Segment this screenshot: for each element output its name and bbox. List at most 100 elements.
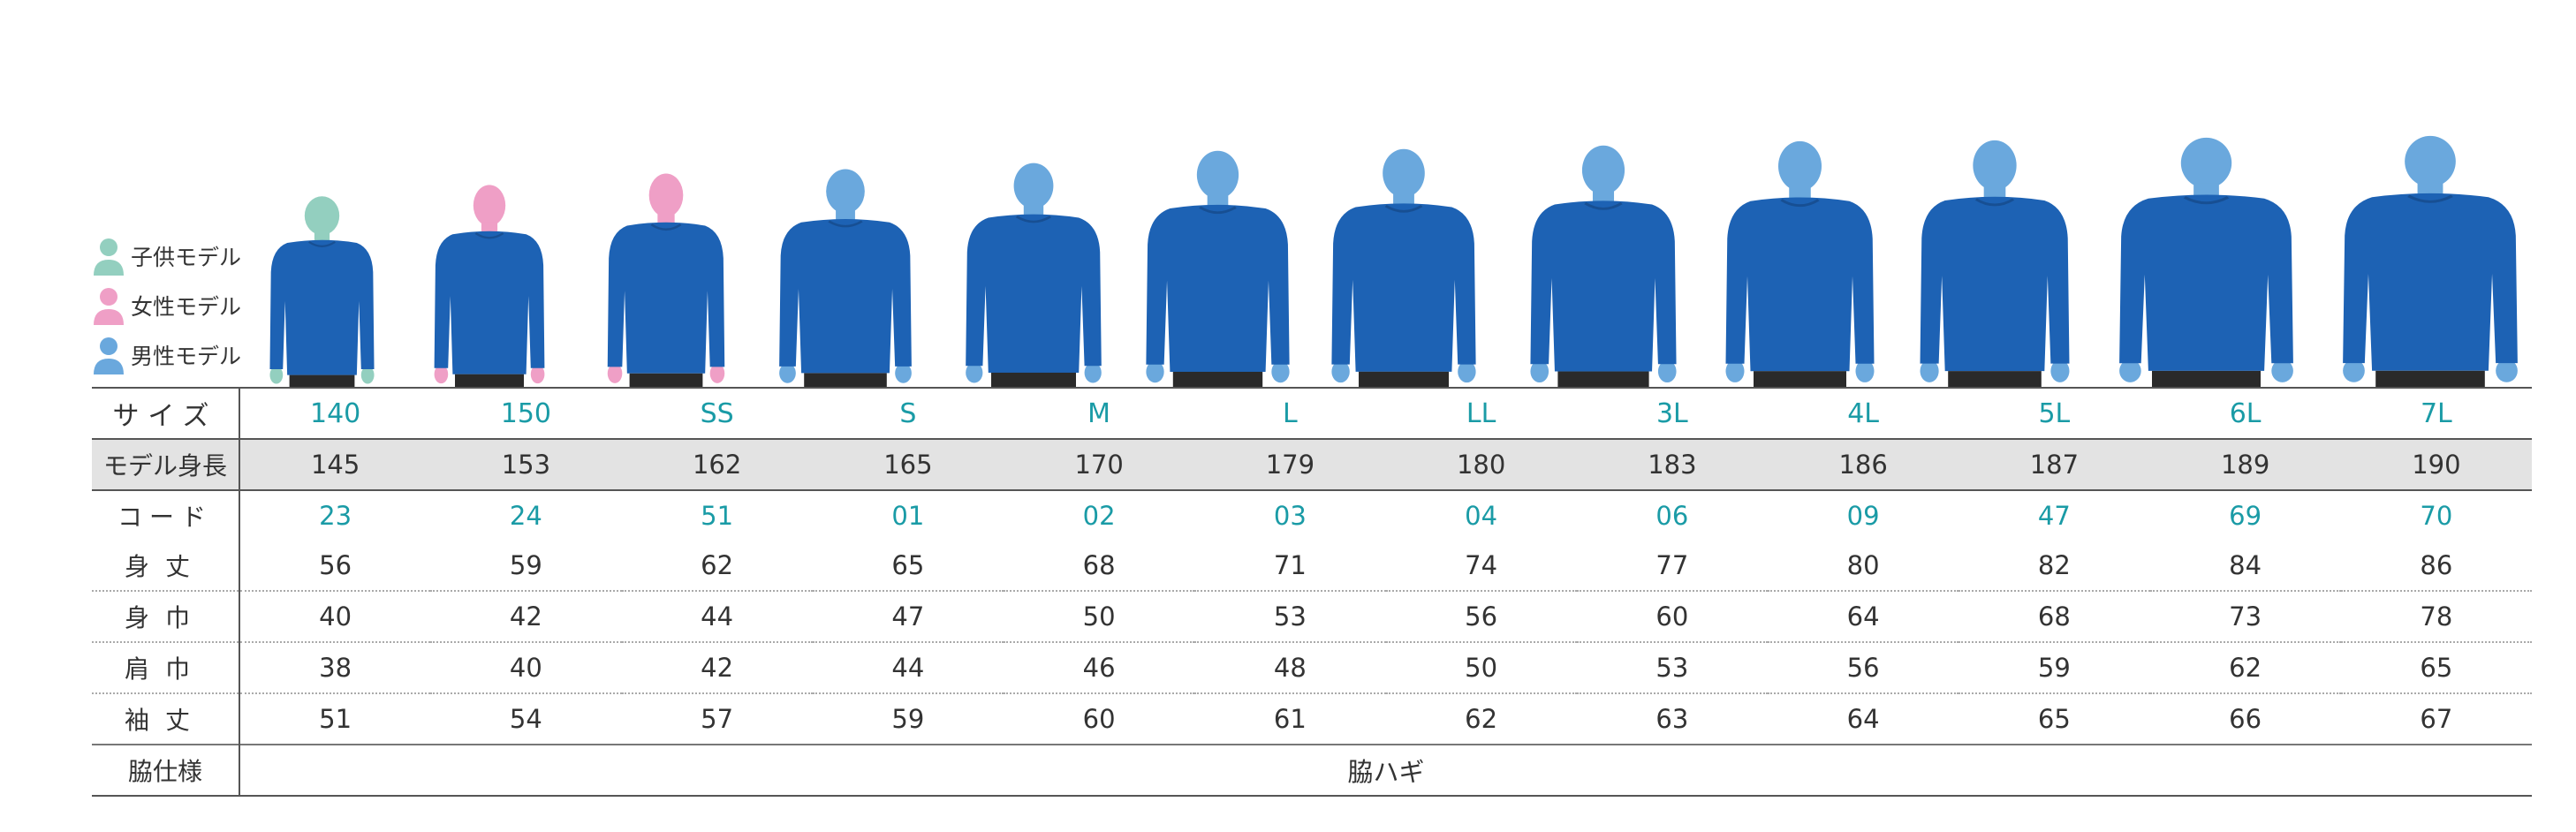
table-cell: LL: [1385, 387, 1577, 439]
table-cell: 40: [239, 590, 431, 642]
table-cell: 68: [1082, 550, 1116, 580]
table-cell: 47: [812, 590, 1004, 642]
female-model-icon: [94, 288, 124, 325]
table-cell: 63: [1576, 692, 1768, 745]
table-cell: 56: [319, 550, 352, 580]
model-figure: [2116, 135, 2297, 389]
person-silhouette-icon: [269, 196, 375, 389]
row-header: 肩巾: [92, 641, 240, 693]
table-cell: 65: [891, 550, 925, 580]
table-cell: 62: [1385, 692, 1577, 745]
table-cell: 170: [1004, 438, 1195, 491]
code-row: コード 23 24 51 01 02 03 04 06 09 47 69 70: [92, 490, 2532, 541]
person-silhouette-icon: [434, 185, 545, 389]
table-cell: 145: [239, 438, 431, 491]
table-cell: L: [1194, 387, 1386, 439]
row-header: 脇仕様: [92, 744, 240, 797]
table-cell: 01: [891, 501, 925, 531]
table-cell: 60: [1004, 692, 1195, 745]
table-cell: 50: [1004, 590, 1195, 642]
table-cell: 64: [1768, 590, 1959, 642]
legend-label: 女性モデル: [131, 294, 242, 320]
table-cell: 186: [1768, 438, 1959, 491]
table-cell: 82: [2037, 550, 2071, 580]
table-cell: 65: [1959, 692, 2150, 745]
table-cell: 59: [509, 550, 542, 580]
table-cell: 165: [812, 438, 1004, 491]
table-cell: 23: [319, 501, 352, 531]
model-figure: [605, 171, 727, 389]
body-length-row: 身丈 56 59 62 65 68 71 74 77 80 82 84 86: [92, 541, 2532, 591]
person-silhouette-icon: [1145, 150, 1290, 389]
model-figure: [1143, 148, 1292, 389]
side-spec-value: 脇ハギ: [239, 744, 2532, 797]
model-figure: [1917, 138, 2072, 389]
size-row: サイズ 140 150 SS S M L LL 3L 4L 5L 6L 7L: [92, 387, 2532, 439]
side-spec-row: 脇仕様 脇ハギ: [92, 744, 2532, 797]
table-cell: 53: [1576, 641, 1768, 693]
table-cell: 02: [1082, 501, 1116, 531]
table-cell: 67: [2340, 692, 2532, 745]
table-cell: 4L: [1768, 387, 1959, 439]
legend-label: 子供モデル: [131, 245, 242, 270]
table-cell: 77: [1655, 550, 1689, 580]
table-cell: 24: [509, 501, 542, 531]
model-figure: [777, 167, 914, 389]
table-cell: 84: [2229, 550, 2262, 580]
table-cell: 74: [1465, 550, 1498, 580]
table-cell: 47: [2037, 501, 2071, 531]
table-cell: 44: [621, 590, 813, 642]
person-silhouette-icon: [607, 173, 725, 389]
shoulder-width-row: 肩巾 38 40 42 44 46 48 50 53 56 59 62 65: [92, 641, 2532, 693]
table-cell: 65: [2340, 641, 2532, 693]
legend-child: 子供モデル: [92, 231, 251, 281]
table-cell: 62: [701, 550, 734, 580]
table-cell: 189: [2149, 438, 2341, 491]
table-cell: 48: [1194, 641, 1386, 693]
table-cell: 62: [2149, 641, 2341, 693]
table-cell: 66: [2149, 692, 2341, 745]
model-figure: [2339, 133, 2521, 389]
model-figure: [963, 161, 1104, 389]
table-cell: 70: [2420, 501, 2453, 531]
table-cell: 51: [701, 501, 734, 531]
table-cell: 153: [430, 438, 622, 491]
model-legend: 子供モデル 女性モデル 男性モデル: [92, 231, 251, 380]
table-cell: 3L: [1576, 387, 1768, 439]
table-cell: 71: [1273, 550, 1307, 580]
table-cell: 180: [1385, 438, 1577, 491]
legend-male: 男性モデル: [92, 330, 251, 380]
table-cell: 190: [2340, 438, 2532, 491]
table-cell: 46: [1004, 641, 1195, 693]
table-cell: 78: [2340, 590, 2532, 642]
row-header: 身丈: [92, 541, 240, 591]
table-cell: S: [812, 387, 1004, 439]
table-cell: 179: [1194, 438, 1386, 491]
table-cell: 50: [1385, 641, 1577, 693]
row-header: コード: [92, 490, 240, 541]
model-height-row: モデル身長 145 153 162 165 170 179 180 183 186 187 189 19…: [92, 438, 2532, 491]
table-cell: 140: [239, 387, 431, 439]
table-cell: 56: [1385, 590, 1577, 642]
table-cell: 5L: [1959, 387, 2150, 439]
model-figure: [1723, 139, 1877, 389]
table-cell: 59: [812, 692, 1004, 745]
person-silhouette-icon: [1530, 145, 1677, 389]
table-cell: 162: [621, 438, 813, 491]
table-cell: 57: [621, 692, 813, 745]
table-cell: 42: [430, 590, 622, 642]
person-silhouette-icon: [779, 169, 912, 389]
size-table: サイズ 140 150 SS S M L LL 3L 4L 5L 6L 7L モデル身長 145 153 162…: [92, 387, 2532, 797]
table-cell: 187: [1959, 438, 2150, 491]
child-model-icon: [94, 238, 124, 276]
row-header: モデル身長: [92, 438, 240, 491]
table-cell: M: [1004, 387, 1195, 439]
body-width-row: 身巾 40 42 44 47 50 53 56 60 64 68 73 78: [92, 590, 2532, 642]
table-cell: 42: [621, 641, 813, 693]
table-cell: SS: [621, 387, 813, 439]
person-silhouette-icon: [1920, 140, 2070, 389]
table-cell: 64: [1768, 692, 1959, 745]
row-header: 身巾: [92, 590, 240, 642]
table-cell: 86: [2420, 550, 2453, 580]
table-cell: 150: [430, 387, 622, 439]
